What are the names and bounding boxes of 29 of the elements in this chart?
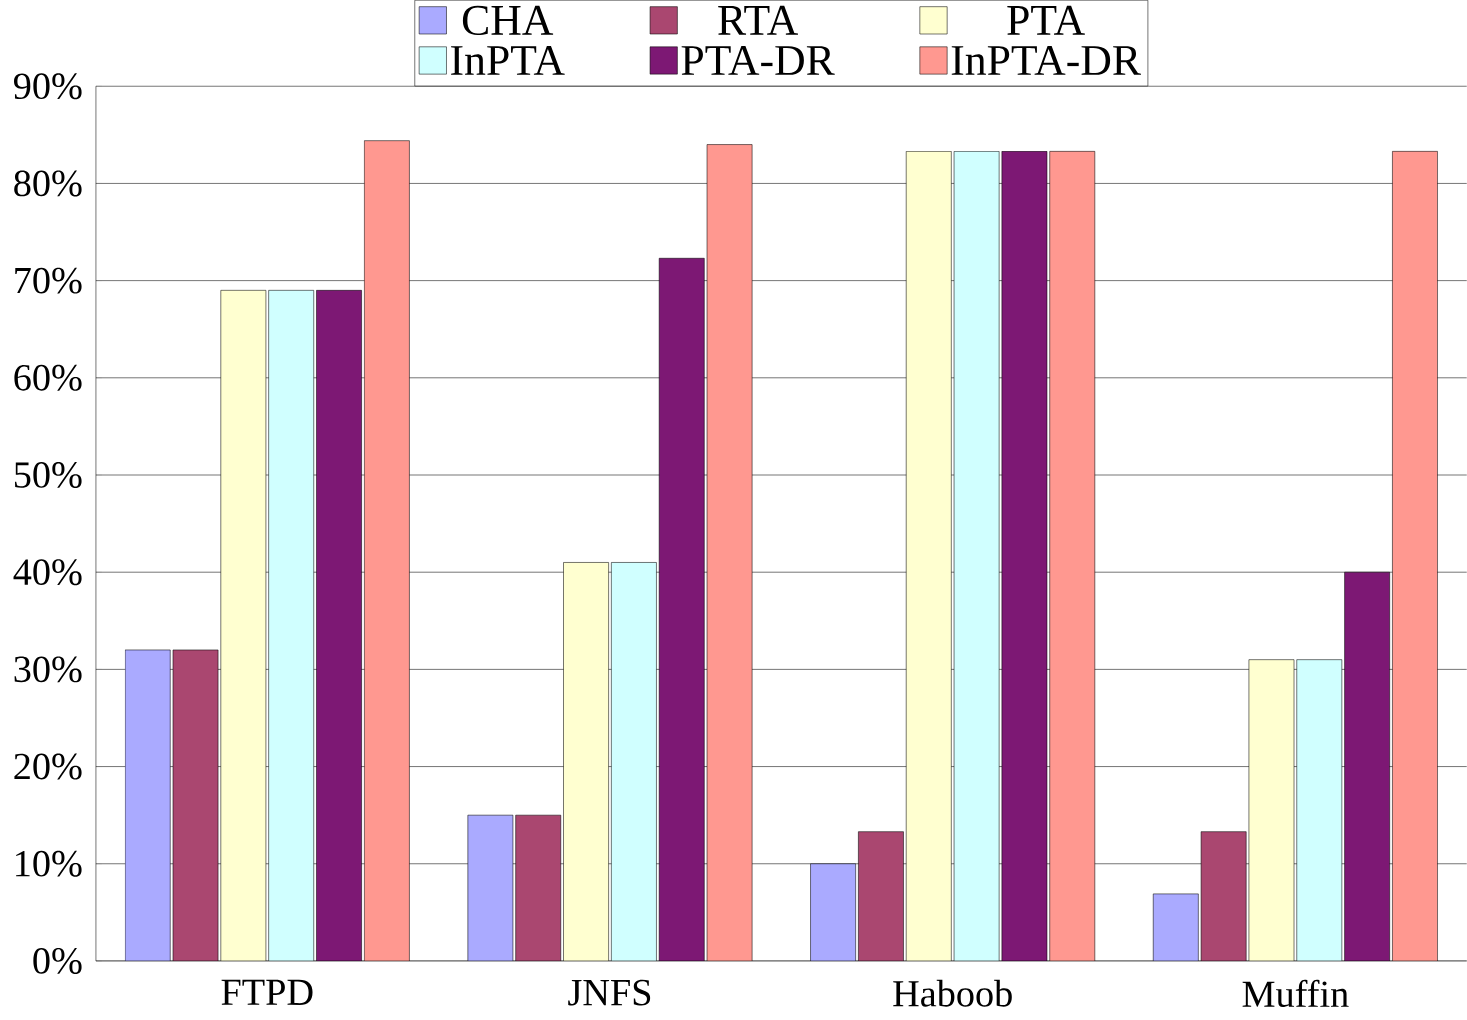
bar <box>1152 893 1199 961</box>
legend-label: InPTA <box>451 45 565 75</box>
x-tick-label: FTPD <box>221 979 313 1005</box>
y-tick-label: 30% <box>14 656 82 683</box>
y-tick-label: 50% <box>14 462 82 489</box>
bar <box>1392 151 1438 961</box>
y-tick-label: 80% <box>14 170 82 197</box>
bar <box>1200 831 1247 961</box>
bar <box>706 144 753 961</box>
bar <box>364 140 410 961</box>
bar <box>172 649 219 961</box>
x-tick-label: Haboob <box>893 979 1012 1007</box>
legend-label: PTA <box>1007 5 1085 35</box>
legend-label: CHA <box>462 5 554 36</box>
bar <box>515 814 562 961</box>
y-tick-label: 70% <box>15 267 82 294</box>
y-tick-label: 60% <box>14 364 82 391</box>
y-tick-label: 0% <box>33 948 82 974</box>
bar <box>1049 151 1096 961</box>
y-tick-label: 20% <box>14 753 82 780</box>
bar <box>858 831 904 961</box>
x-tick-label: JNFS <box>568 979 651 1006</box>
legend-label: PTA-DR <box>681 45 835 75</box>
legend-label: RTA <box>718 5 798 35</box>
y-tick-label: 40% <box>13 559 82 586</box>
y-tick-label: 10% <box>16 850 82 877</box>
legend-label: InPTA-DR <box>951 45 1141 75</box>
x-tick-label: Muffin <box>1242 979 1349 1008</box>
y-tick-label: 90% <box>14 73 82 100</box>
